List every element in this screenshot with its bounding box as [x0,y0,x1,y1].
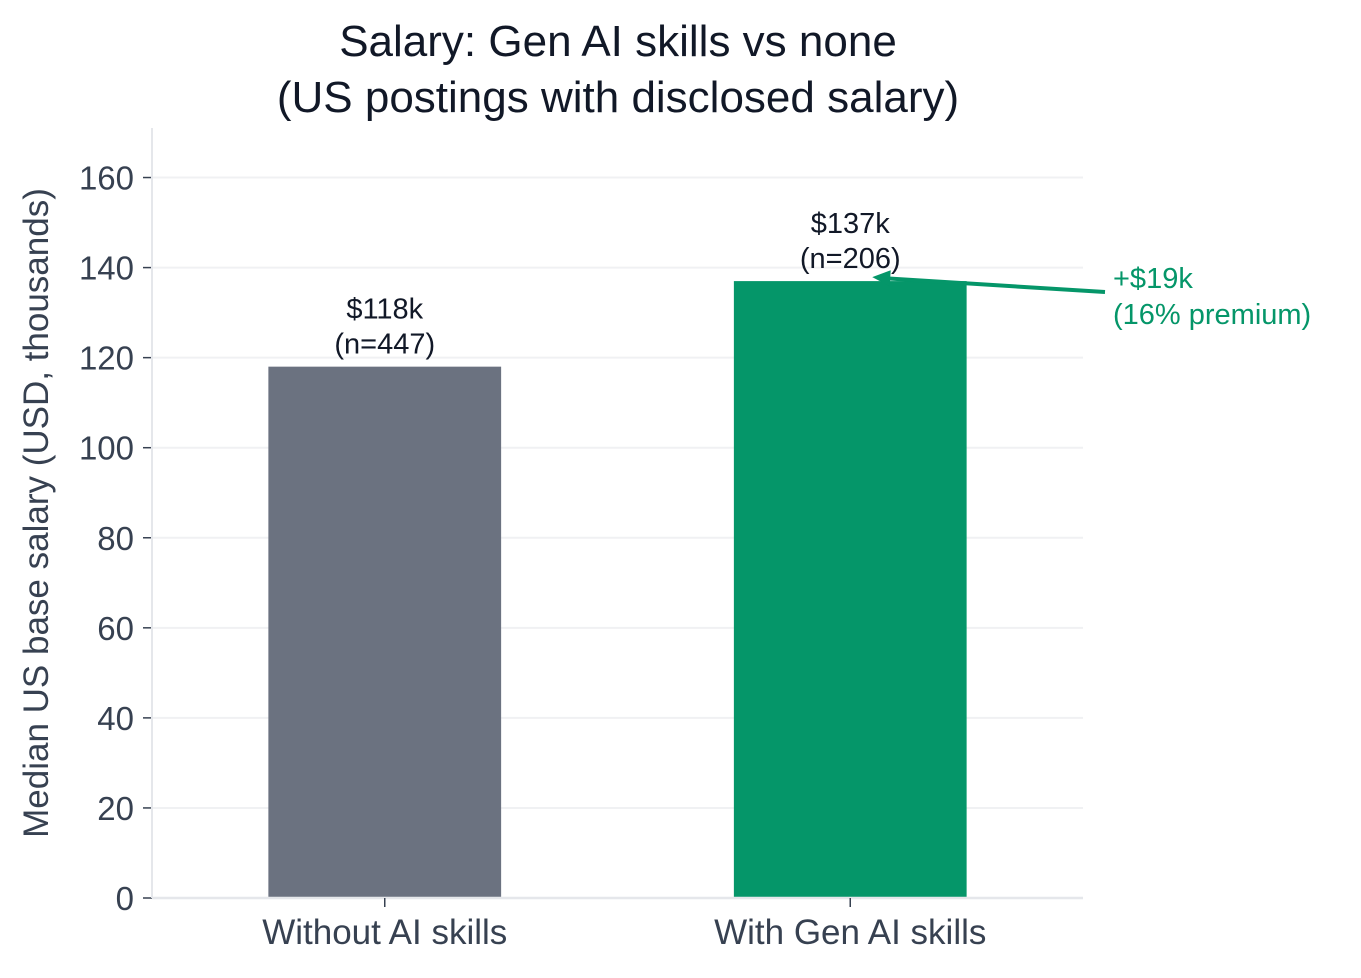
bar-sample-label: (n=447) [334,329,435,361]
bar-2 [733,281,967,898]
x-tick-label: Without AI skills [262,913,507,952]
y-tick-label: 100 [79,430,134,467]
annotation-arrow-line [882,276,1106,294]
y-tick-label: 60 [97,610,134,647]
y-tick-label: 120 [79,340,134,377]
axes: 0 20 40 60 80 100 120 140 160 Without AI skills Wi… [79,128,1083,952]
x-tick-label: With Gen AI skills [714,913,986,952]
annotation-sublabel: (16% premium) [1113,299,1311,331]
y-tick-label: 160 [79,160,134,197]
y-axis-label: Median US base salary (USD, thousands) [17,188,56,838]
chart-subtitle: (US postings with disclosed salary) [277,73,959,122]
bar-sample-label: (n=206) [800,243,901,275]
annotation-arrow-head [872,270,891,287]
y-tick-label: 40 [97,700,134,737]
y-tick-label: 20 [97,790,134,827]
premium-annotation: +$19k (16% premium) [872,263,1311,331]
bars [268,281,967,898]
y-tick-label: 0 [116,880,134,917]
y-tick-label: 140 [79,250,134,287]
bar-value-label: $118k [346,294,423,326]
annotation-label: +$19k [1113,263,1193,295]
chart-title: Salary: Gen AI skills vs none [339,17,897,66]
bar-value-label: $137k [811,208,891,240]
data-labels: $118k(n=447) $137k(n=206) [334,208,900,361]
y-tick-label: 80 [97,520,134,557]
bar-1 [268,366,502,898]
